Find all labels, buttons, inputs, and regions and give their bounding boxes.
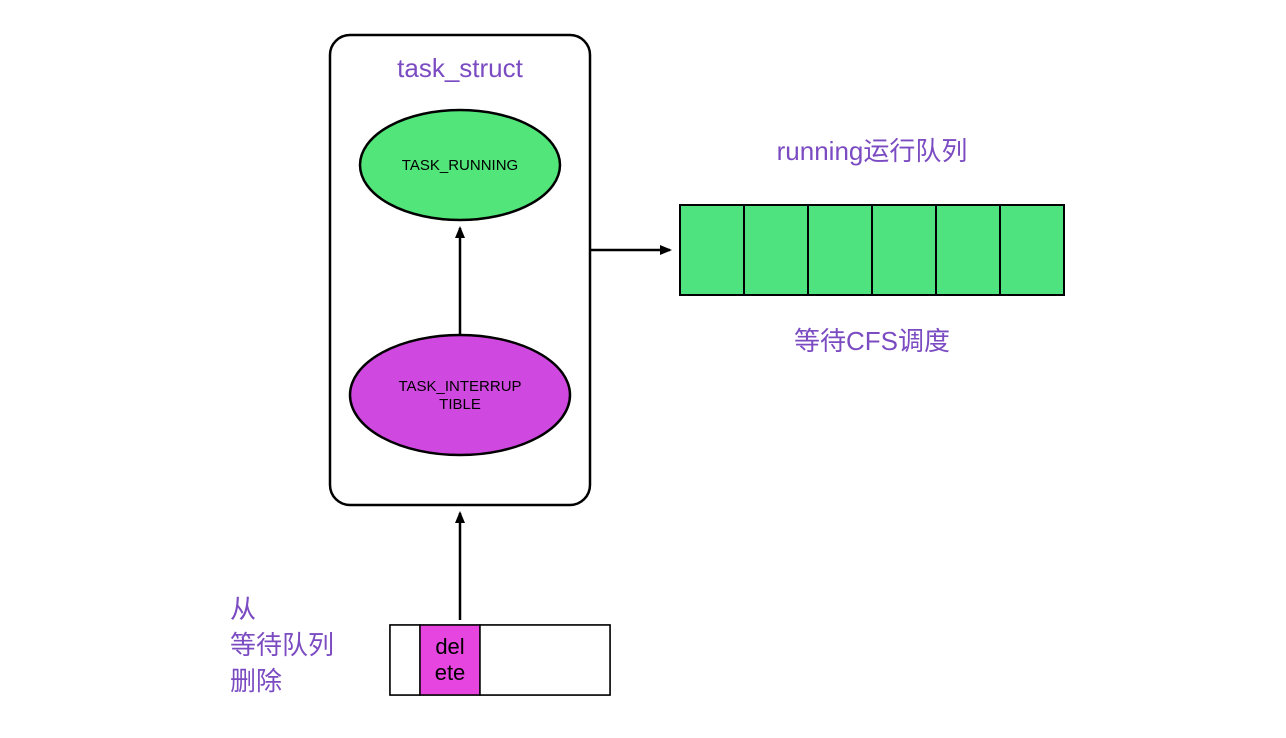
running-queue-cell — [680, 205, 744, 295]
wait-label-line3: 删除 — [230, 666, 282, 696]
state-interruptible-node — [350, 335, 570, 455]
wait-queue-segment — [480, 625, 610, 695]
running-queue-caption: 等待CFS调度 — [794, 326, 950, 356]
wait-queue-delete-label-line2: ete — [435, 660, 466, 685]
wait-queue-segment — [390, 625, 420, 695]
running-queue-cells — [680, 205, 1064, 295]
running-queue-title: running运行队列 — [777, 136, 968, 166]
running-queue-cell — [808, 205, 872, 295]
running-queue-cell — [1000, 205, 1064, 295]
running-queue-cell — [936, 205, 1000, 295]
diagram-canvas: task_struct TASK_RUNNING TASK_INTERRUP T… — [0, 0, 1286, 738]
wait-label-line2: 等待队列 — [230, 630, 334, 660]
state-interruptible-label-line2: TIBLE — [439, 396, 481, 413]
state-running-label: TASK_RUNNING — [402, 157, 518, 174]
wait-queue-box: delete — [390, 625, 610, 695]
wait-label-line1: 从 — [230, 594, 256, 624]
task-struct-title: task_struct — [397, 53, 523, 83]
running-queue-cell — [872, 205, 936, 295]
state-interruptible-label-line1: TASK_INTERRUP — [398, 378, 521, 395]
wait-queue-delete-label-line1: del — [435, 634, 464, 659]
running-queue-cell — [744, 205, 808, 295]
